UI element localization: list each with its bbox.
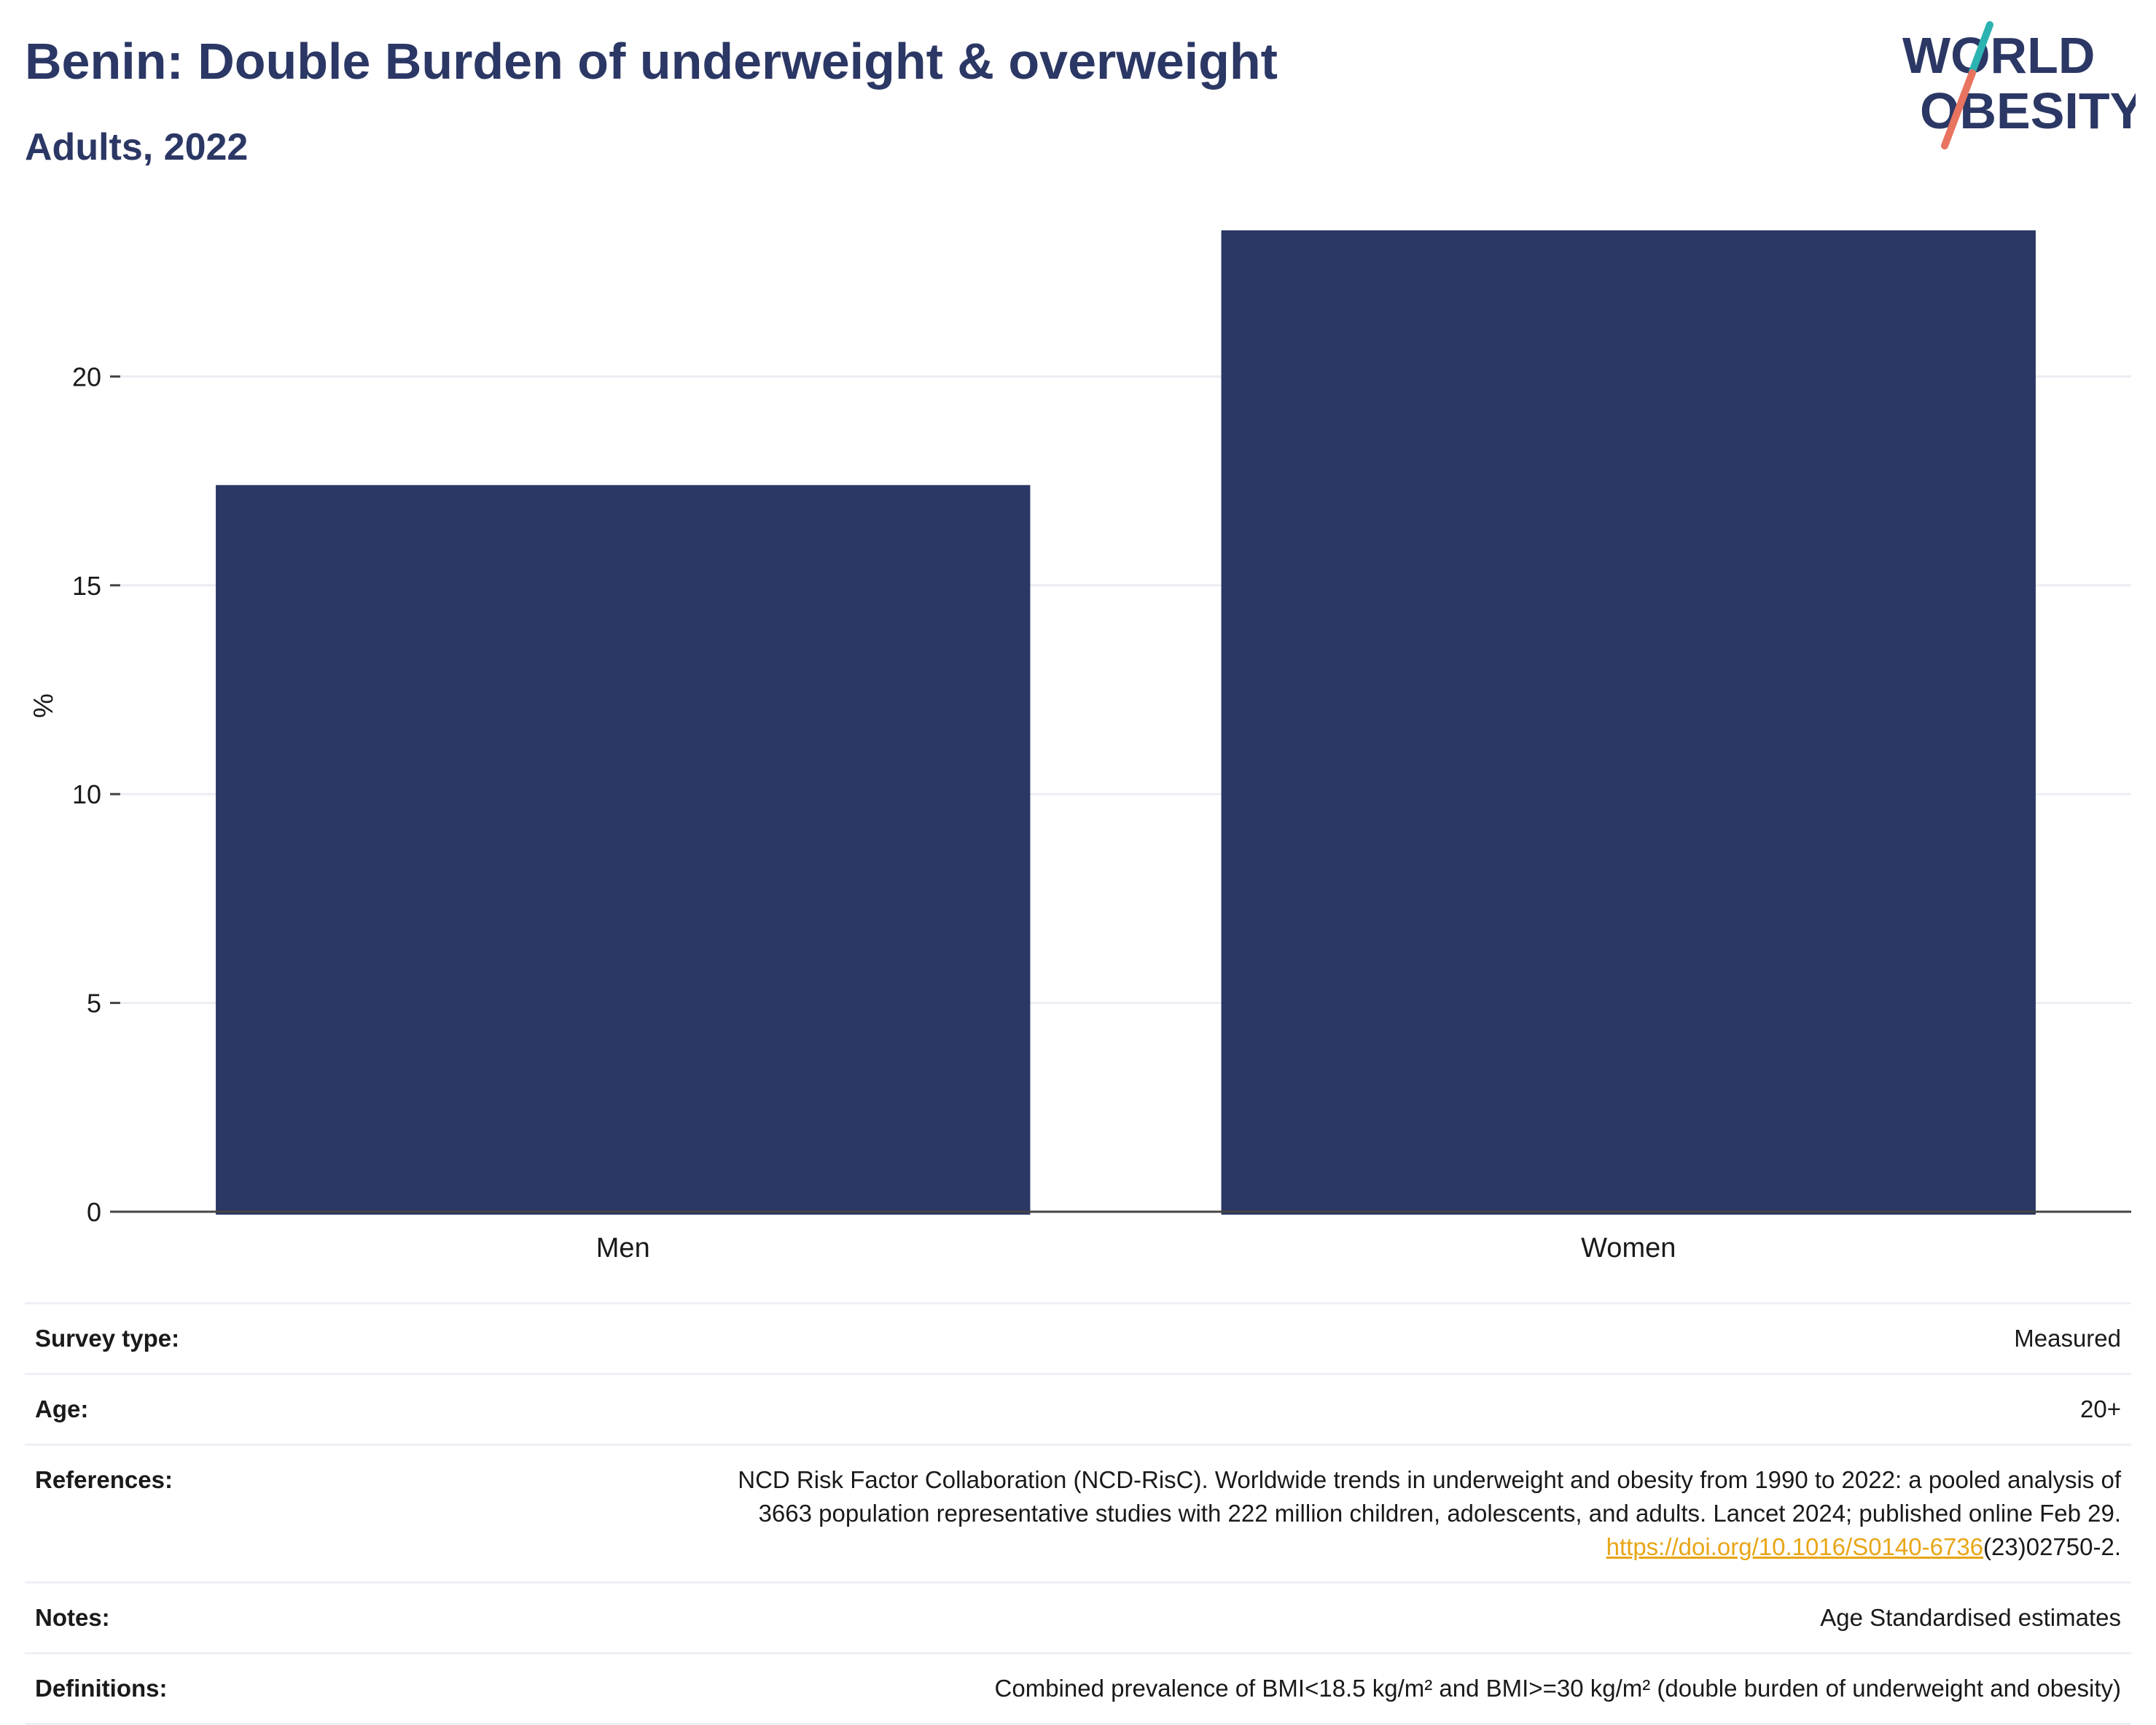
y-tick-label: 15: [72, 571, 101, 601]
definitions-value: Combined prevalence of BMI<18.5 kg/m² an…: [994, 1675, 2121, 1702]
bars: [216, 230, 2036, 1215]
chart-subtitle: Adults, 2022: [25, 126, 249, 168]
info-row-definitions: Definitions: Combined prevalence of BMI<…: [25, 1652, 2131, 1725]
references-line2: 3663 population representative studies w…: [758, 1500, 2121, 1527]
x-tick-label: Men: [596, 1233, 650, 1263]
notes-label: Notes:: [35, 1604, 110, 1631]
age-value: 20+: [2080, 1395, 2121, 1422]
logo-text-line1: WORLD: [1902, 27, 2095, 84]
survey-type-label: Survey type:: [35, 1325, 180, 1352]
logo-coral-stroke: [1941, 69, 1976, 149]
info-table: Survey type: Measured Age: 20+ Reference…: [25, 1302, 2131, 1725]
axes: 0 5 10 15 20 Men Women: [72, 362, 2131, 1263]
info-row-age: Age: 20+: [25, 1373, 2131, 1444]
y-tick-label: 5: [87, 989, 101, 1019]
age-label: Age:: [35, 1395, 89, 1422]
survey-type-value: Measured: [2014, 1325, 2121, 1352]
y-tick-label: 0: [87, 1197, 101, 1227]
logo-teal-stroke: [1969, 21, 1993, 75]
references-line1: NCD Risk Factor Collaboration (NCD-RisC)…: [738, 1466, 2121, 1493]
references-label: References:: [35, 1466, 173, 1493]
references-doi-link[interactable]: https://doi.org/10.1016/S0140-6736: [1606, 1533, 1984, 1560]
bar-women: [1221, 230, 2036, 1215]
references-value: NCD Risk Factor Collaboration (NCD-RisC)…: [738, 1463, 2121, 1564]
references-suffix: (23)02750-2.: [1983, 1533, 2121, 1560]
info-row-notes: Notes: Age Standardised estimates: [25, 1581, 2131, 1652]
chart-title: Benin: Double Burden of underweight & ov…: [25, 33, 1278, 90]
bar-chart: 0 5 10 15 20 Men Women %: [28, 230, 2131, 1263]
bar-men: [216, 485, 1031, 1215]
info-row-references: References: NCD Risk Factor Collaboratio…: [25, 1444, 2131, 1581]
world-obesity-logo: WORLD OBESITY: [1902, 20, 2144, 152]
notes-value: Age Standardised estimates: [1820, 1604, 2121, 1631]
definitions-label: Definitions:: [35, 1675, 168, 1702]
info-row-survey-type: Survey type: Measured: [25, 1302, 2131, 1373]
y-tick-label: 20: [72, 362, 101, 392]
x-tick-label: Women: [1581, 1233, 1676, 1263]
logo-graphic: WORLD OBESITY: [1902, 21, 2144, 149]
y-tick-label: 10: [72, 779, 101, 809]
y-axis-label: %: [28, 693, 59, 718]
